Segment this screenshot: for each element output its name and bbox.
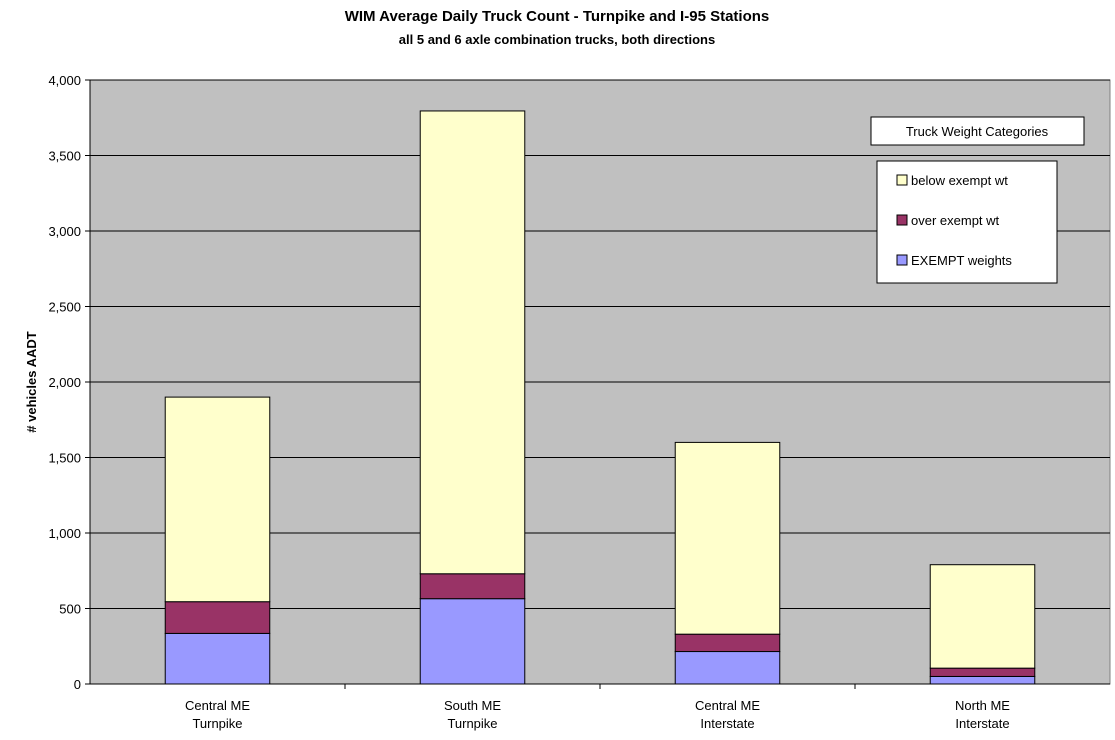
x-category-label: Central ME (185, 698, 250, 713)
y-axis-label: # vehicles AADT (24, 331, 39, 432)
legend-title-frame (870, 116, 1085, 146)
bar-segment (164, 632, 271, 685)
y-tick-label: 1,000 (48, 526, 81, 541)
chart-subtitle: all 5 and 6 axle combination trucks, bot… (399, 32, 715, 47)
bar-segment (419, 598, 526, 685)
bar-segment (929, 564, 1036, 669)
bar-segment (929, 667, 1036, 677)
legend-entry: EXEMPT weights (911, 253, 1012, 268)
bar-segment (419, 573, 526, 600)
x-category-label: Interstate (955, 716, 1009, 731)
legend-entry: below exempt wt (911, 173, 1008, 188)
x-category-label: Turnpike (192, 716, 242, 731)
legend: below exempt wt over exempt wt EXEMPT weig… (876, 160, 1058, 284)
legend-title-text: Truck Weight Categories (906, 124, 1049, 139)
bar-segment (674, 633, 781, 653)
legend-swatch (896, 174, 908, 186)
x-category-label: Central ME (695, 698, 760, 713)
x-category-label: South ME (444, 698, 501, 713)
y-tick-label: 2,500 (48, 300, 81, 315)
bar-segment (929, 675, 1036, 685)
y-tick-label: 0 (74, 677, 81, 692)
legend-title: Truck Weight Categories (870, 116, 1085, 146)
y-tick-label: 3,000 (48, 224, 81, 239)
legend-entry: over exempt wt (911, 213, 1000, 228)
legend-swatch (896, 254, 908, 266)
bar-segment (419, 110, 526, 575)
chart-title: WIM Average Daily Truck Count - Turnpike… (345, 8, 770, 25)
bar-segment (164, 601, 271, 634)
x-axis-categories: Central ME Turnpike South ME Turnpike Centra… (185, 684, 1010, 731)
bars (164, 110, 1036, 685)
y-tick-label: 2,000 (48, 375, 81, 390)
legend-swatch (896, 214, 908, 226)
bar-segment (164, 396, 271, 603)
bar-segment (674, 651, 781, 685)
bar-segment (674, 441, 781, 635)
x-category-label: North ME (955, 698, 1010, 713)
x-category-label: Turnpike (447, 716, 497, 731)
y-tick-label: 1,500 (48, 451, 81, 466)
x-category-label: Interstate (700, 716, 754, 731)
y-tick-label: 4,000 (48, 73, 81, 88)
y-tick-label: 3,500 (48, 149, 81, 164)
y-tick-label: 500 (59, 602, 81, 617)
